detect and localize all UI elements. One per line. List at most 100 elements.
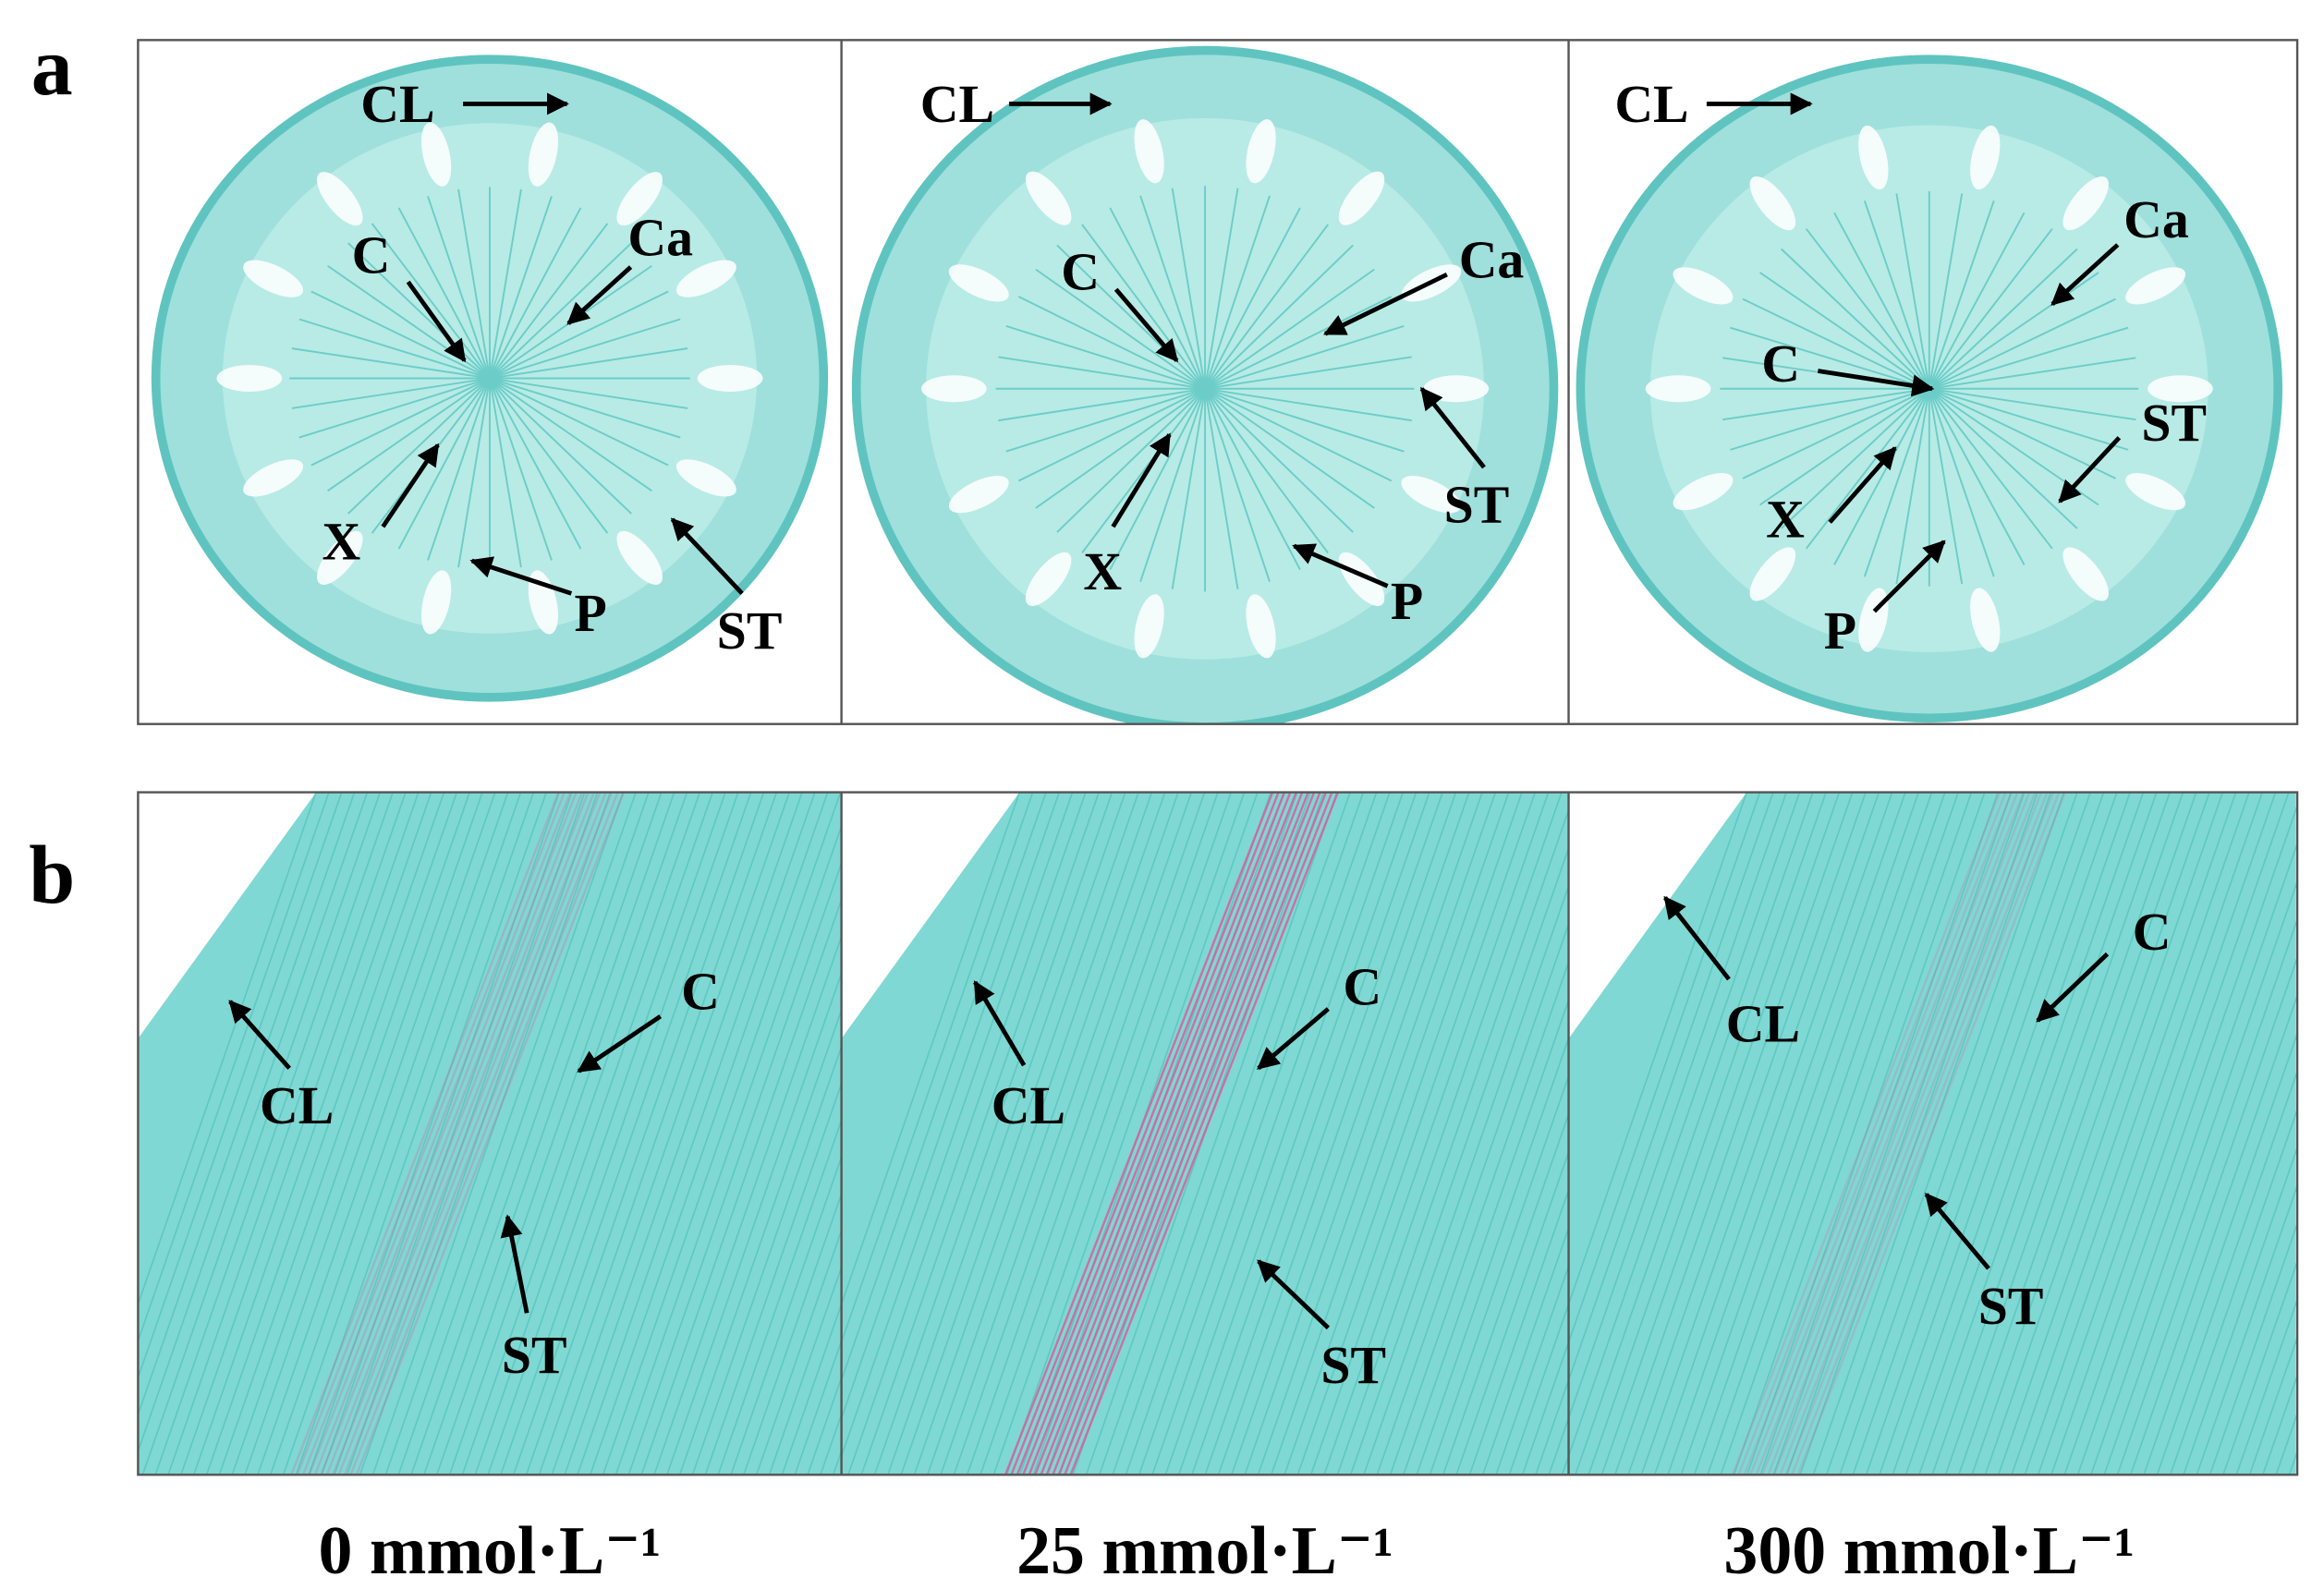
annotation-label: X [1083, 541, 1122, 601]
fiber [1614, 792, 1854, 1475]
fiber [321, 792, 560, 1475]
stained-fiber [337, 792, 607, 1475]
ray [1035, 387, 1206, 509]
fiber [282, 792, 522, 1475]
lacuna [1749, 176, 1796, 231]
lacuna [675, 459, 736, 497]
ray [1730, 387, 1930, 451]
annotation-label: X [1766, 490, 1805, 550]
arrow [1292, 543, 1389, 588]
ray [1204, 356, 1412, 390]
fiber [1759, 792, 1999, 1475]
cross-section [851, 45, 1559, 724]
fiber [691, 1044, 842, 1475]
ray [1928, 212, 2026, 390]
ray [310, 377, 491, 467]
fiber [295, 792, 535, 1475]
fiber [2222, 1259, 2298, 1475]
fiber [1720, 792, 1959, 1475]
fiber [2063, 803, 2298, 1475]
lacuna [697, 365, 763, 392]
lacuna [1401, 476, 1462, 514]
fiber [2235, 1297, 2298, 1475]
ray [397, 207, 491, 379]
ray [1722, 387, 1929, 421]
fiber [743, 1191, 842, 1475]
ray [397, 378, 491, 550]
fiber [2116, 955, 2298, 1475]
fiber [966, 792, 1206, 1475]
fiber [1164, 792, 1405, 1475]
stained-fiber [1737, 792, 2007, 1475]
lacuna [1673, 267, 1734, 305]
fiber [205, 792, 445, 1475]
ray [1204, 388, 1354, 533]
ray [427, 196, 491, 379]
fiber [2248, 1335, 2298, 1475]
annotation-label: CL [992, 1075, 1065, 1135]
annotation-label: CL [1726, 994, 1800, 1054]
arrow [1113, 287, 1179, 363]
ray [1204, 387, 1375, 509]
column-label: 300 mmol·L⁻¹ [1723, 1512, 2135, 1588]
ray [1928, 388, 2026, 565]
fiber [474, 792, 713, 1475]
ray [1204, 388, 1271, 583]
ray [1929, 388, 2053, 550]
fiber [138, 792, 343, 1380]
longitudinal-section [1568, 792, 2298, 1475]
fiber [1707, 792, 1946, 1475]
stained-fiber [308, 792, 578, 1475]
annotation-label: Ca [627, 207, 693, 267]
fiber [1495, 1264, 1569, 1475]
annotation-label: ST [2141, 393, 2207, 453]
ray [489, 377, 681, 439]
lacuna [1338, 552, 1385, 606]
ray [489, 377, 609, 534]
ray [1928, 193, 1964, 389]
ray [998, 387, 1206, 422]
fiber [371, 792, 612, 1475]
ray [298, 318, 491, 380]
lacuna [675, 260, 736, 297]
fiber [1640, 792, 1880, 1475]
fiber [397, 792, 637, 1475]
fiber [1521, 1340, 1569, 1475]
fiber [384, 792, 625, 1475]
arrow [1322, 272, 1448, 336]
stained-fiber [302, 792, 572, 1475]
fiber [1865, 792, 2105, 1475]
ray [1759, 387, 1930, 506]
fiber [1098, 792, 1338, 1475]
lacuna [243, 260, 304, 297]
ray [489, 377, 669, 467]
stained-fiber [1022, 792, 1292, 1475]
ray [1204, 296, 1393, 390]
ray [1781, 388, 1930, 529]
ray [1929, 387, 2116, 479]
lacuna [948, 264, 1009, 302]
stained-fiber [332, 792, 602, 1475]
fiber [841, 792, 1021, 1307]
ray [1929, 357, 2136, 390]
ray [1081, 388, 1206, 554]
fiber [138, 792, 356, 1417]
fiber [2076, 841, 2298, 1475]
ray [1017, 387, 1206, 482]
fiber [1481, 1225, 1569, 1475]
fiber [1733, 792, 1973, 1475]
ray [1081, 224, 1206, 390]
annotation-label: ST [717, 600, 783, 661]
fiber [1984, 792, 2224, 1475]
fiber [841, 792, 1061, 1421]
fiber [410, 792, 650, 1475]
fiber [1191, 792, 1430, 1475]
ray [1017, 296, 1206, 390]
lacuna [243, 459, 304, 497]
annotation-label: CL [360, 74, 434, 134]
fiber [2169, 1107, 2298, 1475]
ray [1204, 387, 1393, 482]
fiber [1839, 792, 2078, 1475]
fiber [231, 792, 470, 1475]
